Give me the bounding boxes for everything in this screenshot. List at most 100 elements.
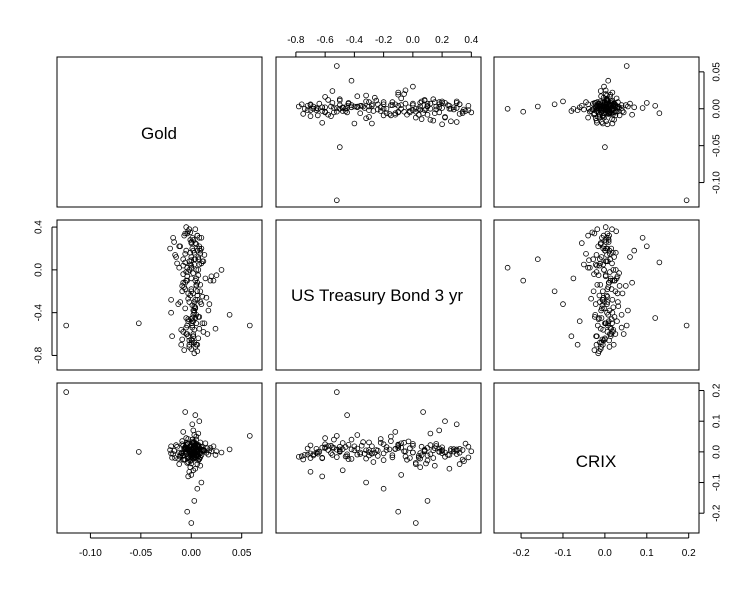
- data-point: [401, 108, 407, 115]
- data-point: [210, 443, 217, 450]
- data-point: [205, 451, 212, 458]
- data-point: [615, 303, 622, 310]
- data-point: [597, 281, 604, 288]
- data-point: [614, 318, 620, 325]
- data-point: [199, 320, 206, 327]
- data-point: [592, 311, 598, 318]
- data-point: [181, 347, 188, 353]
- data-point: [180, 456, 187, 463]
- data-point: [652, 315, 658, 321]
- data-point: [600, 100, 606, 106]
- tick-label: 0.4: [464, 35, 478, 46]
- data-point: [348, 436, 355, 443]
- data-point: [363, 98, 369, 105]
- data-point: [348, 77, 355, 84]
- data-point: [611, 314, 618, 320]
- data-point: [363, 115, 369, 122]
- data-point: [389, 452, 396, 459]
- data-point: [439, 447, 445, 453]
- data-point: [336, 144, 343, 150]
- data-point: [328, 442, 334, 449]
- data-point: [450, 446, 457, 452]
- data-point: [369, 103, 375, 109]
- panel-gold-vs-bond: [295, 63, 475, 204]
- data-point: [448, 118, 454, 125]
- data-point: [576, 104, 583, 111]
- tick-label: -0.1: [712, 473, 723, 491]
- data-point: [188, 460, 195, 467]
- data-point: [202, 275, 209, 282]
- data-point: [386, 446, 393, 453]
- data-point: [618, 311, 625, 318]
- data-point: [333, 63, 340, 69]
- data-point: [436, 101, 443, 108]
- data-point: [176, 449, 183, 456]
- data-point: [198, 260, 205, 267]
- tick-label: 0.4: [34, 220, 45, 234]
- data-point: [374, 453, 381, 459]
- panel-frame-crix-bond: [275, 382, 482, 534]
- data-point: [333, 105, 340, 111]
- data-point: [395, 445, 402, 451]
- data-point: [195, 314, 202, 320]
- data-point: [643, 243, 650, 250]
- data-point: [190, 270, 197, 276]
- data-point: [398, 444, 405, 451]
- data-point: [191, 307, 198, 314]
- data-point: [377, 436, 384, 442]
- tick-label: -0.4: [34, 304, 45, 322]
- panel-frame-gold-gold: [56, 56, 263, 208]
- tick-label: 0.00: [712, 99, 723, 119]
- data-point: [179, 336, 186, 343]
- data-point: [357, 103, 364, 109]
- data-point: [192, 240, 199, 246]
- data-point: [593, 341, 600, 348]
- data-point: [205, 307, 212, 314]
- data-point: [448, 448, 454, 454]
- data-point: [465, 103, 472, 109]
- data-point: [176, 461, 183, 467]
- data-point: [421, 446, 428, 453]
- data-point: [596, 262, 603, 269]
- data-point: [392, 111, 399, 118]
- data-point: [185, 316, 192, 322]
- data-point: [189, 315, 196, 321]
- data-point: [620, 109, 627, 116]
- data-point: [295, 453, 302, 460]
- data-point: [174, 260, 180, 267]
- data-point: [608, 331, 614, 337]
- data-point: [604, 121, 611, 128]
- data-point: [551, 101, 558, 108]
- data-point: [424, 445, 431, 451]
- data-point: [213, 272, 220, 279]
- data-point: [354, 432, 361, 438]
- panel-frame-bond-gold: [56, 219, 263, 371]
- data-point: [609, 320, 615, 327]
- data-point: [351, 443, 358, 450]
- data-point: [319, 104, 326, 111]
- data-point: [377, 108, 384, 114]
- data-point: [605, 311, 611, 318]
- data-point: [168, 443, 174, 450]
- data-point: [304, 451, 311, 458]
- data-point: [189, 421, 196, 428]
- data-point: [442, 100, 448, 106]
- data-point: [609, 277, 616, 284]
- data-point: [196, 418, 203, 425]
- data-point: [178, 326, 185, 333]
- tick-label: -0.8: [34, 346, 45, 364]
- data-point: [357, 110, 364, 116]
- data-point: [190, 247, 197, 254]
- data-point: [427, 430, 434, 437]
- data-point: [183, 324, 190, 331]
- data-point: [453, 451, 460, 457]
- data-point: [604, 252, 610, 258]
- data-point: [325, 97, 331, 103]
- data-point: [199, 293, 206, 300]
- data-point: [180, 453, 187, 459]
- data-point: [322, 94, 328, 100]
- data-point: [574, 341, 581, 348]
- data-point: [307, 468, 314, 475]
